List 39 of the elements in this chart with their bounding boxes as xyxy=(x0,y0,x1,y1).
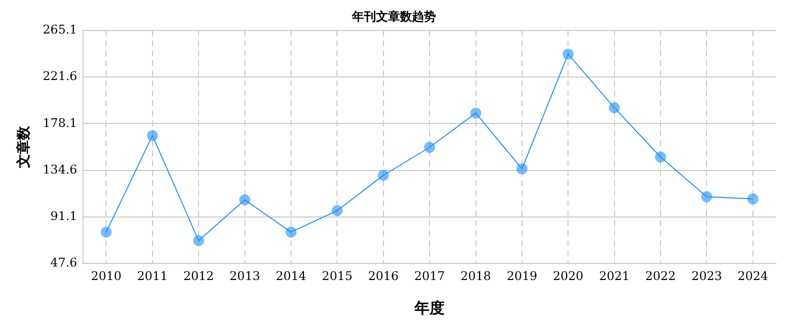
x-tick-label: 2019 xyxy=(506,268,538,283)
x-tick-label: 2017 xyxy=(414,268,445,283)
y-tick-label: 134.6 xyxy=(42,162,78,176)
x-tick-label: 2016 xyxy=(368,268,399,283)
point xyxy=(470,108,482,119)
point xyxy=(100,226,112,238)
y-axis-title: 文章数 xyxy=(15,125,32,169)
point xyxy=(516,163,528,174)
y-tick-label: 221.6 xyxy=(42,69,78,84)
x-tick-label: 2015 xyxy=(322,268,352,283)
point xyxy=(655,152,666,163)
y-tick-label: 178.1 xyxy=(42,116,78,130)
chart-title: 年刊文章数趋势 xyxy=(351,9,436,24)
x-tick-label: 2020 xyxy=(552,268,584,283)
y-tick-label: 47.6 xyxy=(50,256,78,270)
x-tick-label: 2011 xyxy=(137,268,168,283)
x-tick-label: 2013 xyxy=(230,268,260,283)
x-tick-label: 2021 xyxy=(599,268,630,283)
point xyxy=(239,194,250,206)
x-tick-label: 2024 xyxy=(738,268,769,283)
x-tick-label: 2012 xyxy=(183,268,214,283)
point xyxy=(378,170,389,181)
x-axis-title: 年度 xyxy=(414,298,445,317)
x-tick-label: 2010 xyxy=(90,268,122,283)
point xyxy=(608,102,620,114)
point xyxy=(747,193,758,204)
point xyxy=(146,130,158,142)
y-tick-label: 91.1 xyxy=(50,209,78,224)
point xyxy=(193,235,204,246)
point xyxy=(286,226,297,238)
x-tick-label: 2014 xyxy=(276,268,307,283)
point xyxy=(332,205,343,216)
x-tick-label: 2023 xyxy=(691,268,722,283)
point xyxy=(424,142,436,153)
y-tick-label: 265.1 xyxy=(42,22,78,37)
point xyxy=(562,48,574,60)
x-tick-label: 2022 xyxy=(645,268,676,283)
point xyxy=(701,191,712,202)
x-tick-label: 2018 xyxy=(460,268,492,283)
